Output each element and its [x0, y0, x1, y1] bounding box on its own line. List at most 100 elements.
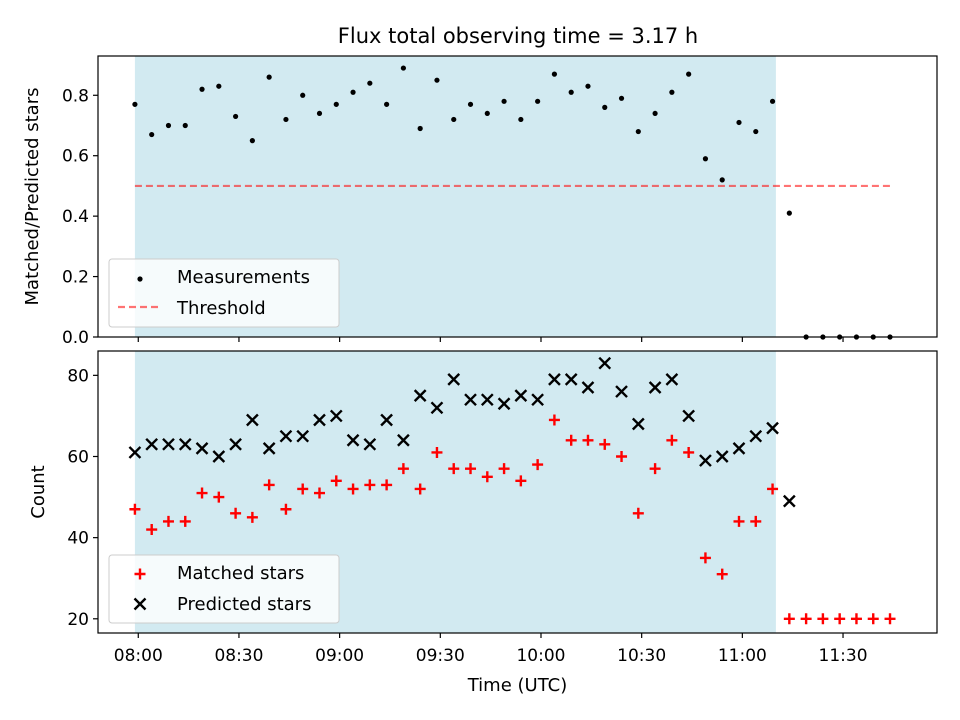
matched-star-point [364, 479, 376, 491]
matched-star-point [162, 515, 174, 527]
matched-star-point [498, 463, 510, 475]
measurement-point [350, 89, 356, 95]
measurement-point [669, 89, 675, 95]
bottom-legend-box [108, 554, 340, 624]
predicted-star-point [363, 437, 377, 451]
predicted-star-point [699, 454, 712, 467]
predicted-star-point [447, 373, 461, 386]
measurement-point [719, 177, 725, 183]
predicted-star-point [145, 437, 159, 451]
x-tick-label: 09:00 [315, 646, 364, 666]
predicted-star-point [564, 373, 578, 386]
measurement-point [618, 95, 625, 101]
predicted-star-point [279, 429, 293, 443]
bottom-legend: Matched stars Predicted stars [108, 554, 340, 624]
legend-measurements-label: Measurements [177, 267, 310, 288]
matched-star-point [330, 475, 342, 487]
measurement-point [182, 122, 188, 129]
matched-star-point [515, 475, 527, 487]
matched-star-markers [129, 414, 896, 625]
matched-star-point [246, 511, 258, 523]
measurement-point [300, 92, 306, 98]
predicted-star-point [648, 381, 662, 394]
y-tick-label: 60 [67, 447, 89, 467]
legend-matched-marker [134, 568, 146, 580]
matched-star-point [565, 434, 577, 446]
predicted-star-point [766, 421, 779, 435]
measurement-point [384, 101, 390, 107]
top-x-ticks [137, 337, 844, 342]
matched-star-point [465, 463, 477, 475]
matched-star-point [431, 446, 443, 458]
matched-star-point [867, 613, 879, 625]
predicted-star-point [128, 446, 142, 459]
predicted-star-point [296, 429, 310, 443]
y-tick-label: 0.8 [62, 86, 89, 106]
chart-title: Flux total observing time = 3.17 h [338, 24, 698, 48]
predicted-star-point [682, 409, 696, 423]
predicted-star-point [598, 356, 612, 370]
measurement-point [635, 128, 641, 135]
matched-star-point [230, 507, 242, 519]
measurement-point [199, 86, 205, 92]
matched-star-point [313, 487, 325, 499]
predicted-star-point [262, 442, 276, 455]
predicted-star-point [329, 409, 343, 423]
measurement-point [769, 98, 776, 104]
predicted-star-point [665, 373, 679, 386]
predicted-star-point [212, 450, 226, 463]
matched-star-point [582, 434, 594, 446]
predicted-star-point [749, 429, 763, 443]
measurement-point [216, 83, 222, 89]
measurement-point [434, 77, 440, 83]
matched-star-point [616, 450, 628, 462]
x-tick-label: 09:30 [416, 646, 465, 666]
matched-star-point [800, 613, 812, 625]
top-y-axis-label: Matched/Predicted stars [22, 88, 43, 306]
legend-predicted-marker [133, 597, 147, 611]
matched-star-point [733, 515, 745, 527]
predicted-star-point [397, 433, 410, 447]
matched-star-point [297, 483, 309, 495]
measurement-point [467, 101, 474, 107]
predicted-star-point [380, 413, 393, 427]
predicted-star-point [514, 389, 528, 402]
measurement-point [686, 71, 692, 77]
measurement-point [501, 98, 507, 104]
predicted-star-point [162, 437, 175, 451]
matched-star-point [179, 515, 191, 527]
matched-star-point [146, 524, 158, 536]
measurement-point [417, 125, 423, 132]
matched-star-point [448, 463, 460, 475]
measurement-point [568, 89, 574, 95]
x-tick-label: 10:00 [516, 646, 565, 666]
predicted-star-point [313, 413, 326, 427]
matched-star-point [850, 613, 862, 625]
measurement-point [400, 65, 406, 71]
predicted-star-point [631, 417, 645, 431]
y-tick-label: 80 [67, 366, 89, 386]
matched-star-point [666, 434, 678, 446]
matched-star-point [834, 613, 846, 625]
measurement-point [753, 128, 759, 135]
predicted-star-point [531, 393, 544, 407]
measurement-point [518, 116, 524, 123]
top-measurement-points [132, 65, 893, 340]
matched-star-point [649, 463, 661, 475]
measurement-point [165, 122, 172, 129]
measurement-point [451, 116, 457, 123]
x-tick-label: 08:00 [114, 646, 163, 666]
y-tick-label: 0.4 [62, 207, 89, 227]
predicted-star-point [346, 433, 360, 447]
y-tick-label: 40 [67, 529, 89, 549]
matched-star-point [280, 503, 292, 515]
x-tick-label: 08:30 [214, 646, 263, 666]
predicted-star-point [732, 442, 746, 455]
y-tick-label: 0.2 [62, 268, 89, 288]
matched-star-point [750, 515, 762, 527]
measurement-point [367, 80, 373, 86]
predicted-star-point [178, 437, 192, 451]
bottom-y-axis-label: Count [28, 465, 49, 518]
matched-star-point [263, 479, 275, 491]
